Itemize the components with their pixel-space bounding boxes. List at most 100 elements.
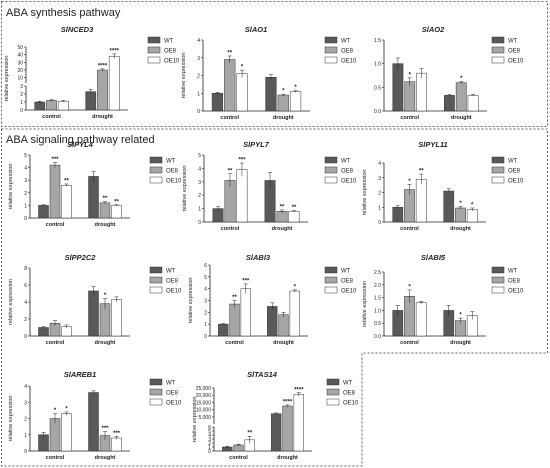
legend-label: WT: [341, 39, 351, 45]
legend-swatch-wt: [149, 156, 163, 164]
y-tick-label: 0: [24, 449, 27, 455]
y-tick-label: 4: [24, 384, 27, 390]
legend-swatch-oe10: [149, 398, 163, 406]
bar-wt-control: [392, 63, 404, 112]
bar-oe10-control: [236, 169, 248, 223]
y-tick-label: 4: [204, 287, 207, 293]
x-tick-label: drought: [277, 455, 298, 461]
significance-mark: **: [114, 199, 119, 205]
significance-mark: *: [294, 85, 297, 91]
bar-wt-drought: [271, 413, 282, 452]
bar-wt-control: [211, 93, 224, 112]
legend-label: OE8: [164, 49, 177, 55]
y-axis-label: relative expression: [8, 164, 14, 210]
y-tick-label: 25,000: [196, 386, 212, 392]
bar-wt-control: [392, 207, 404, 223]
y-tick-label: 5,000: [198, 415, 211, 421]
legend-swatch-wt: [491, 36, 505, 44]
signaling-section-frame: [1, 128, 548, 467]
significance-mark: ****: [98, 63, 108, 69]
legend-swatch-wt: [491, 156, 505, 164]
legend-label: OE8: [166, 391, 179, 397]
significance-mark: **: [227, 50, 232, 56]
legend-swatch-wt: [324, 266, 338, 274]
bar-oe10-drought: [111, 205, 122, 219]
y-tick-label: 10: [17, 76, 23, 82]
bar-oe10-drought: [293, 394, 304, 452]
y-tick-label: 1: [198, 207, 201, 213]
x-tick-label: control: [400, 226, 419, 232]
x-tick-label: control: [46, 222, 65, 228]
x-tick-label: control: [225, 340, 244, 346]
x-tick-label: drought: [95, 455, 116, 461]
bar-oe10-control: [415, 178, 427, 223]
legend-swatch-oe8: [149, 276, 163, 284]
chart-slabi5: 0.0 0.5 1.0 1.5 2.0 2.5 SlABI5 relative express…: [362, 253, 524, 346]
y-tick-label: 3: [208, 437, 211, 443]
y-tick-label: 1.0: [374, 62, 381, 68]
significance-mark: **: [280, 204, 285, 210]
legend-swatch-oe10: [326, 398, 340, 406]
legend-swatch-wt: [149, 266, 163, 274]
y-tick-label: 50: [17, 45, 23, 51]
y-tick-label: 6: [24, 283, 27, 289]
y-tick-label: 4: [197, 38, 200, 44]
legend-swatch-oe10: [147, 56, 161, 64]
y-tick-label: 40: [17, 53, 23, 59]
synthesis-section-frame: [1, 1, 548, 127]
legend-label: OE10: [166, 401, 182, 407]
significance-mark: **: [103, 196, 108, 202]
significance-mark: ****: [294, 387, 304, 393]
chart-slao2: 0.0 0.5 1.0 1.5 SlAO2 control * drought * WT OE8 OE…: [374, 25, 524, 121]
significance-mark: **: [419, 169, 424, 175]
legend-label: WT: [508, 159, 518, 165]
legend-swatch-wt: [491, 266, 505, 274]
significance-mark: *: [409, 72, 412, 78]
legend-swatch-wt: [147, 36, 161, 44]
y-tick-label: 5: [24, 153, 27, 159]
significance-mark: ***: [51, 157, 59, 163]
x-tick-label: control: [42, 114, 61, 120]
legend-label: OE10: [164, 59, 180, 65]
legend-label: OE8: [166, 279, 179, 285]
bar-oe10-drought: [111, 299, 122, 337]
bar-oe10-control: [61, 184, 72, 219]
bar-oe10-drought: [289, 290, 300, 337]
significance-mark: *: [459, 313, 462, 319]
y-tick-label: 2: [24, 317, 27, 323]
legend-label: OE8: [343, 391, 356, 397]
y-tick-label: 6: [204, 263, 207, 269]
legend-label: WT: [166, 159, 176, 165]
legend-label: OE8: [508, 49, 521, 55]
legend-label: OE10: [508, 59, 524, 65]
bar-oe10-drought: [288, 211, 300, 223]
chart-title: SlNCED3: [61, 25, 94, 34]
chart-slpyl7: 0 1 2 3 4 5 SlPYL7 relative expression control **…: [182, 140, 357, 232]
significance-mark: *: [408, 284, 411, 290]
legend-swatch-oe8: [324, 276, 338, 284]
y-tick-label: 1: [20, 100, 23, 106]
legend-label: WT: [341, 159, 351, 165]
y-tick-label: 3: [24, 178, 27, 184]
bar-oe10-control: [415, 302, 427, 337]
legend-label: OE10: [166, 289, 182, 295]
legend-swatch-oe8: [147, 46, 161, 54]
legend-swatch-oe8: [149, 388, 163, 396]
y-tick-label: 6: [208, 425, 211, 431]
significance-mark: **: [228, 168, 233, 174]
legend-label: OE10: [341, 59, 357, 65]
y-tick-label: 3: [378, 176, 381, 182]
legend-swatch-oe8: [491, 276, 505, 284]
bar-oe10-drought: [467, 95, 479, 112]
y-tick-label: 3: [24, 400, 27, 406]
y-tick-label: 0: [20, 108, 23, 114]
bar-oe10-control: [240, 288, 251, 337]
y-tick-label: 5: [198, 153, 201, 159]
chart-slpp2c2: 0 2 4 6 8 SlPP2C2 relative expression control dr…: [8, 253, 182, 346]
bar-wt-drought: [88, 176, 99, 219]
bar-oe8-control: [233, 444, 244, 452]
y-tick-label: 0.0: [374, 334, 381, 340]
legend-swatch-oe10: [324, 56, 338, 64]
bar-oe8-drought: [455, 82, 467, 112]
